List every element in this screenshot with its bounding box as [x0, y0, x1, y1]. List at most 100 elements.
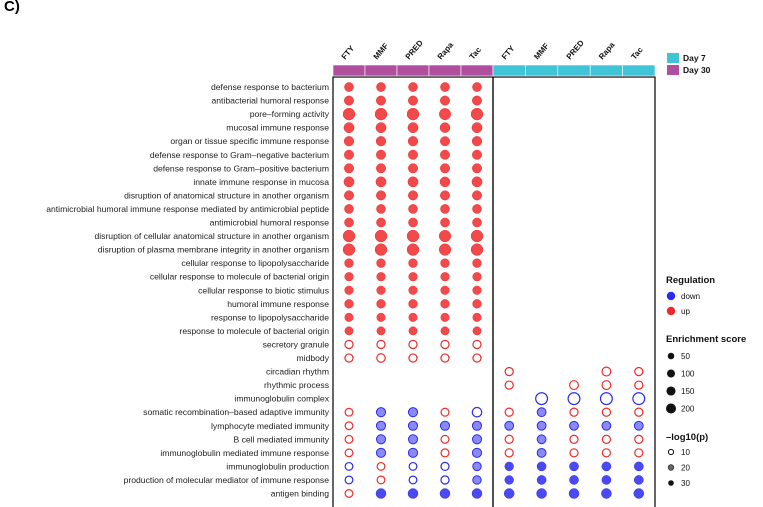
data-point — [440, 163, 450, 174]
data-point — [634, 380, 644, 390]
data-point — [408, 258, 418, 268]
group-bar-cell — [525, 64, 559, 77]
data-point — [408, 95, 418, 106]
data-point — [440, 475, 450, 485]
data-point — [440, 285, 450, 295]
data-point — [440, 448, 450, 458]
data-point — [567, 392, 581, 406]
data-point — [569, 448, 579, 458]
row-label: mucosal immune response — [226, 123, 329, 133]
panel-label: C) — [4, 0, 20, 15]
legend-enrichment-label: 100 — [681, 370, 695, 379]
data-point — [536, 488, 547, 499]
data-point — [470, 243, 484, 256]
data-point — [343, 122, 355, 134]
legend-logp-dot — [667, 464, 675, 471]
data-point — [376, 204, 386, 214]
data-point — [472, 475, 482, 485]
group-legend-swatch — [667, 53, 679, 63]
data-point — [374, 243, 388, 256]
data-point — [407, 420, 419, 431]
data-point — [344, 353, 354, 363]
data-point — [632, 392, 646, 406]
data-point — [472, 82, 482, 92]
row-label: secretory granule — [263, 339, 330, 349]
data-point — [344, 299, 354, 309]
data-point — [440, 299, 450, 309]
data-point — [471, 406, 483, 418]
data-point — [472, 204, 482, 214]
column-label: Tac — [629, 45, 645, 61]
data-point — [440, 190, 450, 201]
data-point — [406, 107, 420, 121]
row-label: response to molecule of bacterial origin — [179, 326, 329, 336]
row-label: defense response to bacterium — [211, 82, 329, 92]
row-label: somatic recombination–based adaptive imm… — [143, 407, 330, 417]
data-point — [569, 420, 579, 431]
data-point — [344, 163, 354, 174]
data-point — [504, 407, 514, 417]
data-point — [472, 312, 482, 322]
data-point — [408, 190, 418, 201]
data-point — [569, 380, 579, 391]
data-point — [376, 461, 386, 471]
row-label: antibacterial humoral response — [211, 96, 329, 106]
data-point — [344, 461, 354, 471]
data-point — [472, 217, 482, 228]
data-point — [344, 149, 354, 160]
group-legend-label: Day 30 — [683, 65, 711, 75]
data-point — [471, 434, 483, 445]
data-point — [408, 312, 418, 322]
data-point — [344, 190, 354, 201]
data-point — [344, 421, 354, 431]
row-label: antimicrobial humoral immune response me… — [46, 204, 329, 214]
data-point — [375, 136, 387, 147]
data-point — [601, 366, 612, 377]
data-point — [472, 163, 482, 174]
data-point — [472, 339, 482, 350]
data-point — [569, 475, 579, 485]
data-point — [408, 299, 418, 309]
data-point — [344, 434, 354, 444]
row-label: humoral immune response — [227, 299, 329, 309]
data-point — [471, 136, 483, 147]
group-bar-cell — [396, 64, 430, 77]
row-label: antimicrobial humoral response — [210, 218, 330, 228]
data-point — [376, 95, 386, 106]
row-label: disruption of cellular anatomical struct… — [94, 231, 329, 241]
data-point — [408, 285, 418, 295]
data-point — [471, 447, 483, 458]
data-point — [634, 448, 644, 458]
data-point — [440, 312, 450, 322]
data-point — [440, 434, 450, 444]
data-point — [407, 407, 419, 418]
data-point — [471, 420, 483, 431]
legend-regulation-label: down — [681, 292, 700, 301]
data-point — [343, 176, 355, 188]
data-point — [472, 258, 482, 268]
data-point — [536, 434, 547, 445]
row-label: production of molecular mediator of immu… — [124, 475, 330, 485]
data-point — [440, 136, 450, 147]
data-point — [376, 82, 386, 92]
data-point — [407, 136, 419, 147]
data-point — [344, 95, 354, 106]
data-point — [342, 107, 356, 121]
data-point — [376, 475, 386, 485]
group-bar-cell — [460, 64, 494, 77]
row-label: defense response to Gram–positive bacter… — [153, 163, 329, 173]
data-point — [344, 448, 354, 458]
data-point — [599, 392, 613, 406]
row-label: B cell mediated immunity — [233, 434, 329, 444]
data-point — [375, 447, 387, 458]
data-point — [472, 190, 482, 201]
data-point — [375, 407, 387, 418]
data-point — [440, 326, 450, 336]
data-point — [439, 108, 451, 121]
data-point — [376, 272, 386, 282]
data-point — [536, 447, 547, 458]
data-point — [440, 272, 450, 282]
group-bar-cell — [428, 64, 462, 77]
data-point — [408, 149, 418, 160]
data-point — [408, 217, 418, 228]
